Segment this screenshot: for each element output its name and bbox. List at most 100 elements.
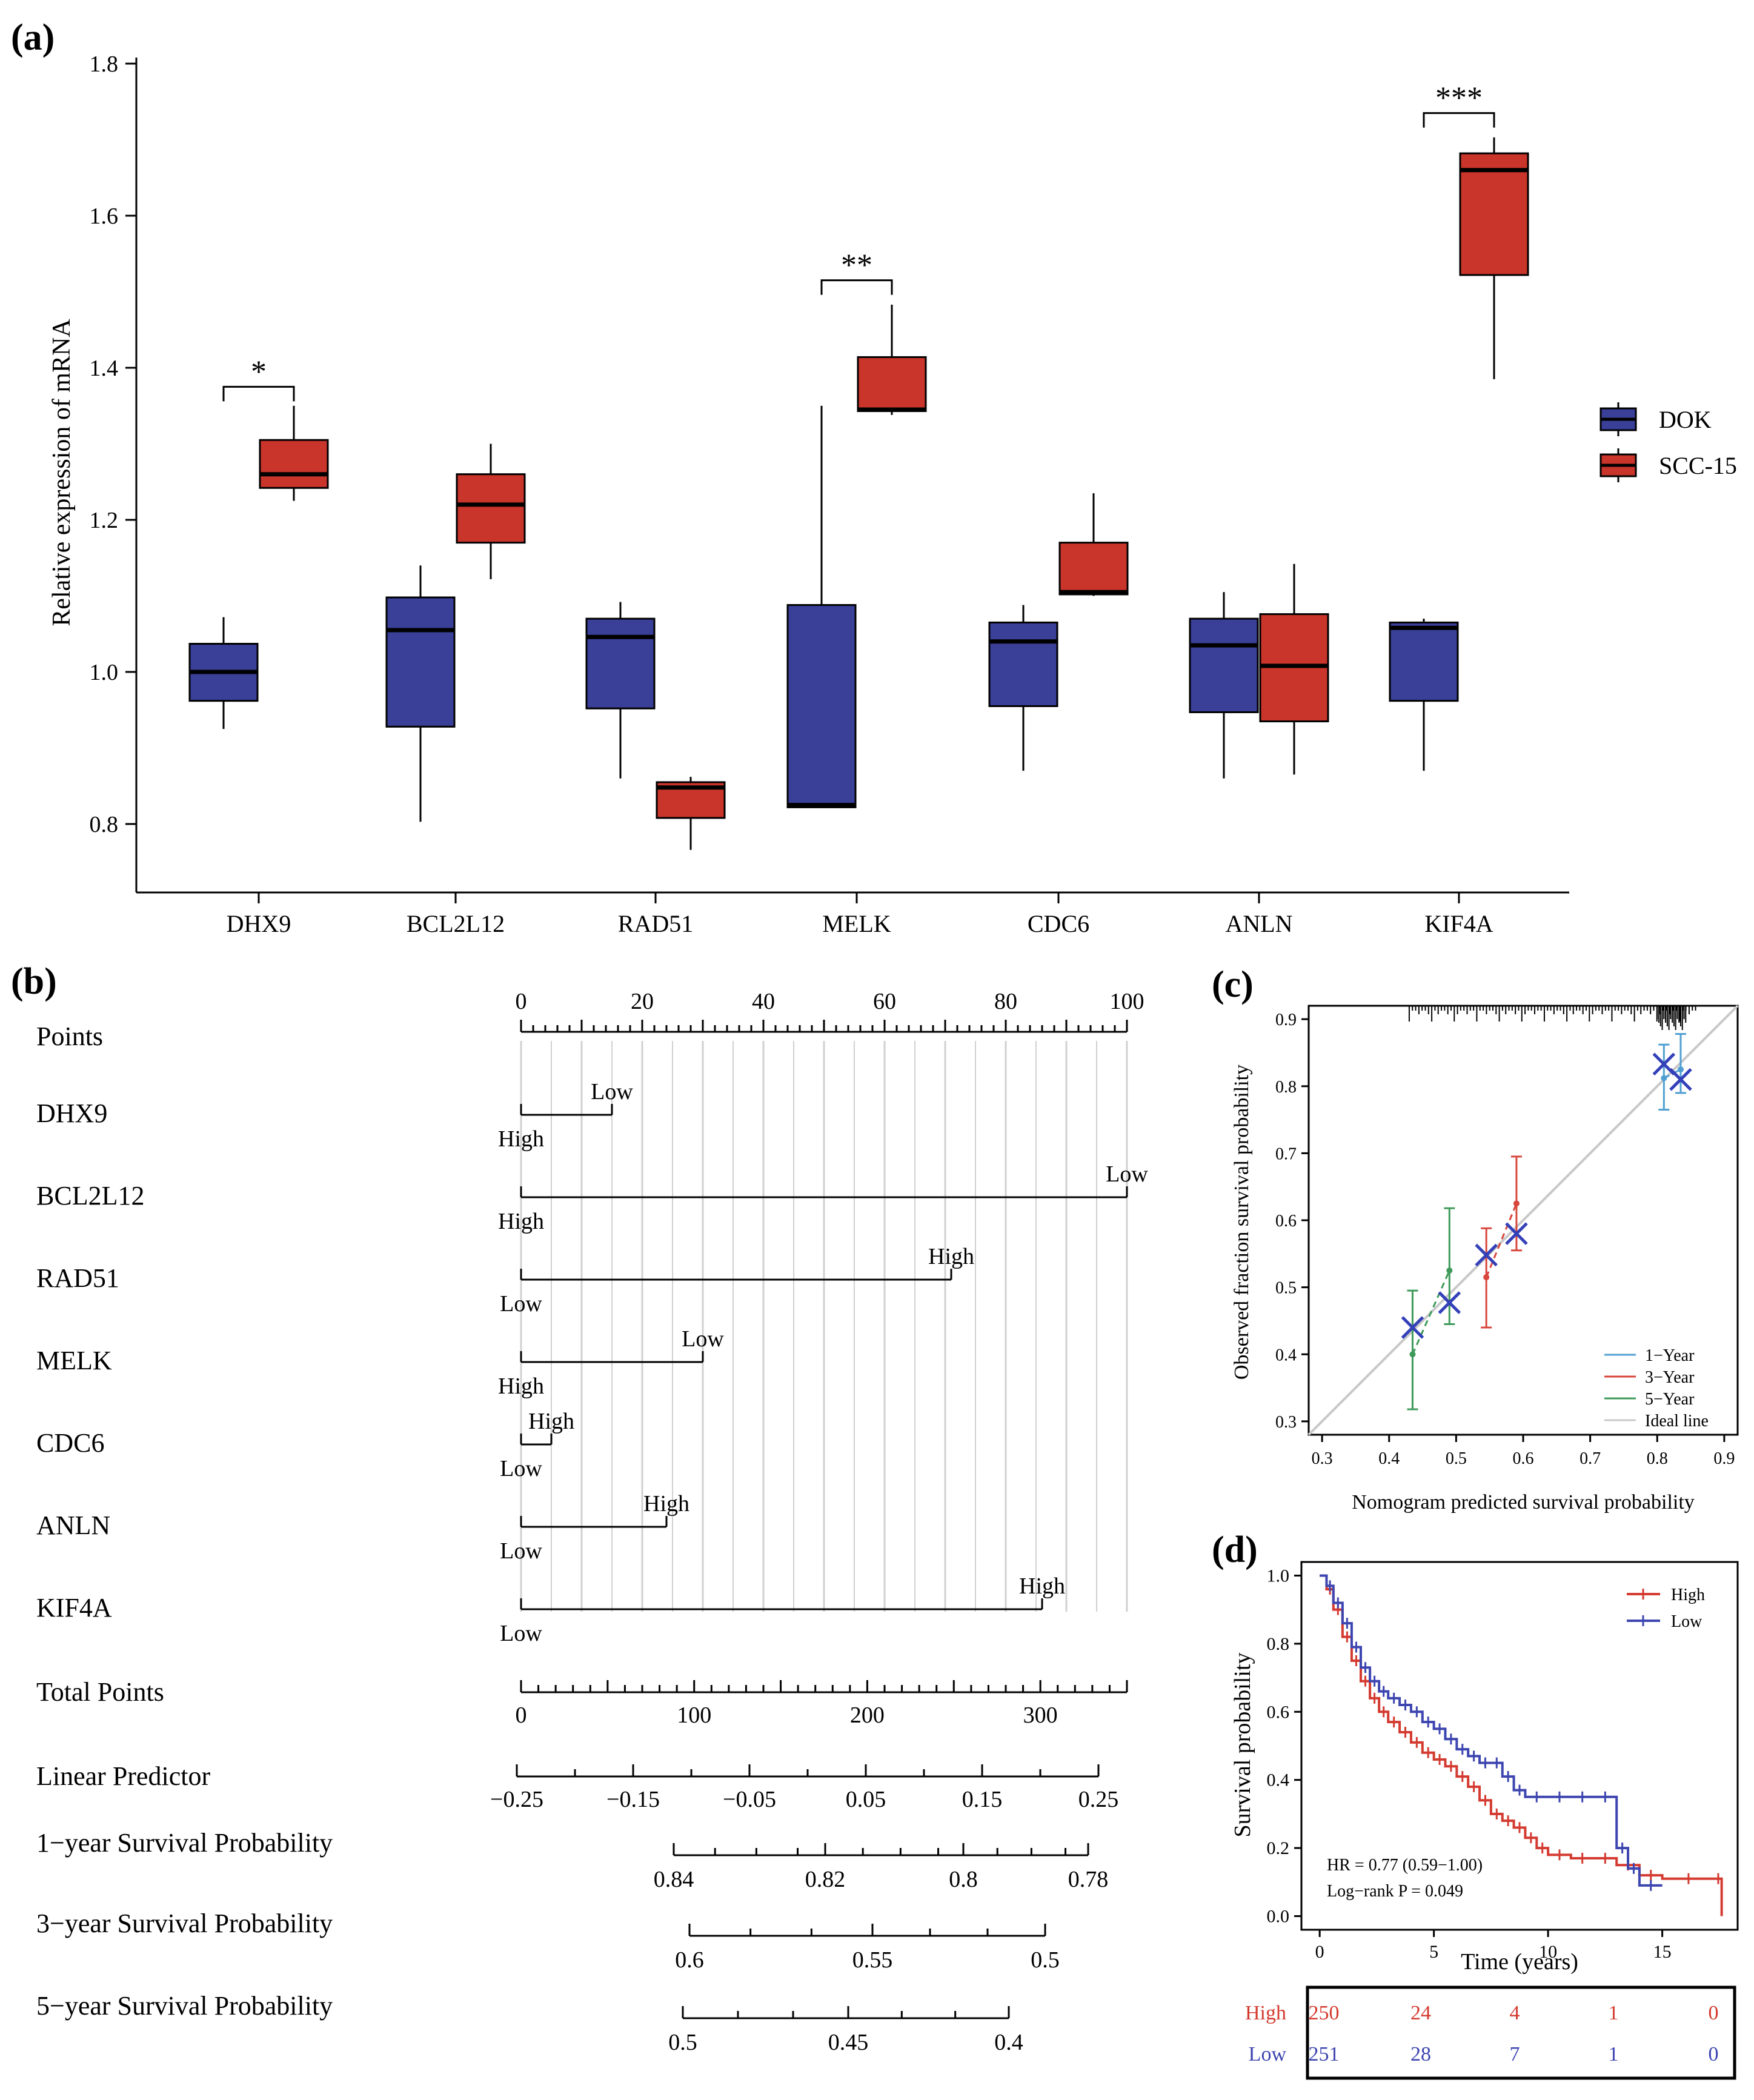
- panel-label-b: (b): [11, 961, 57, 1002]
- x-tick-label: 0.4: [1378, 1449, 1400, 1468]
- kaplan-marker-x: [1438, 1291, 1461, 1314]
- calibration-line-3: [1412, 1270, 1450, 1355]
- linear-predictor-tick-label: −0.25: [490, 1787, 543, 1812]
- box-dok-rad51: [585, 617, 656, 709]
- calibration-point: [1446, 1267, 1453, 1274]
- variable-level-bottom: High: [498, 1126, 544, 1152]
- variable-level-top: Low: [591, 1079, 633, 1105]
- risk-table-count: 0: [1709, 2002, 1719, 2024]
- total-points-tick-label: 100: [677, 1703, 711, 1728]
- row-label-kif4a: KIF4A: [36, 1593, 112, 1623]
- total-points-tick-label: 200: [850, 1703, 885, 1728]
- x-tick-label: 15: [1653, 1942, 1672, 1962]
- row-label-anln: ANLN: [36, 1510, 110, 1540]
- x-tick-label: BCL2L12: [407, 910, 505, 937]
- box-dok-bcl2l12: [385, 596, 456, 728]
- y-tick-label: 0.8: [1267, 1634, 1290, 1654]
- y-tick-label: 0.2: [1267, 1838, 1290, 1858]
- variable-level-top: High: [643, 1491, 689, 1517]
- variable-level-bottom: High: [498, 1209, 544, 1234]
- y-tick-label: 1.2: [90, 508, 119, 533]
- y-tick-label: 0.6: [1267, 1702, 1290, 1722]
- x-tick-label: MELK: [822, 910, 891, 937]
- panel-label-c: (c): [1212, 964, 1254, 1005]
- row-label-rad51: RAD51: [36, 1263, 119, 1293]
- plot-frame: [1300, 1561, 1739, 1931]
- box-scc-15-kif4a: [1459, 152, 1529, 276]
- variable-level-top: High: [928, 1244, 974, 1269]
- survival-curve-low: [1320, 1574, 1663, 1887]
- x-tick-label: CDC6: [1028, 910, 1089, 937]
- survival-scale-tick-label: 0.55: [852, 1947, 893, 1973]
- y-axis-label: Relative expression of mRNA: [48, 319, 76, 626]
- y-tick-label: 0.4: [1267, 1770, 1290, 1790]
- total-points-tick-label: 0: [516, 1703, 527, 1728]
- legend-label: Ideal line: [1645, 1412, 1709, 1430]
- calibration-point: [1513, 1200, 1520, 1207]
- risk-table-count: 0: [1709, 2043, 1719, 2065]
- kaplan-marker-x: [1401, 1316, 1424, 1339]
- points-tick-label: 60: [873, 989, 896, 1014]
- panel-label-a: (a): [11, 17, 55, 58]
- survival-scale-tick-label: 0.82: [805, 1867, 846, 1892]
- points-tick-label: 40: [752, 989, 775, 1014]
- survival-scale-tick-label: 0.6: [675, 1947, 704, 1973]
- significance-stars: **: [841, 248, 872, 283]
- linear-predictor-tick-label: 0.25: [1078, 1787, 1119, 1812]
- risk-table-count: 1: [1609, 2002, 1619, 2024]
- variable-level-top: High: [1019, 1573, 1065, 1599]
- calibration-line-2: [1485, 1203, 1518, 1278]
- panel-a-boxplot: (a) 0.8 1.0 1.2 1.4 1.6 1.8 Relative expression…: [11, 17, 1737, 937]
- panel-b-nomogram: (b) Points 0 20 40 60 80 100 DHX9 Low High BCL2L12 L…: [11, 961, 1148, 2055]
- panel-c-calibration: (c) 0.3 0.4 0.5 0.6 0.7 0.8 0.9 0.3 0.4 0.5 0.6 0.7 0…: [1212, 964, 1739, 1514]
- risk-table-row-label: High: [1245, 2002, 1286, 2024]
- survival-scale-tick-label: 0.5: [668, 2030, 697, 2055]
- risk-table-count: 1: [1609, 2043, 1619, 2065]
- x-tick-label: 0: [1315, 1942, 1324, 1962]
- y-tick-label: 1.4: [90, 356, 119, 381]
- risk-table-count: 7: [1510, 2043, 1520, 2065]
- legend-label: SCC-15: [1659, 452, 1737, 479]
- variable-level-bottom: Low: [500, 1538, 542, 1564]
- risk-table-count: 24: [1410, 2002, 1431, 2024]
- y-tick-label: 0.7: [1275, 1145, 1297, 1163]
- points-tick-label: 100: [1110, 989, 1144, 1014]
- y-tick-label: 1.0: [90, 660, 119, 685]
- box-scc-15-cdc6: [1058, 542, 1129, 596]
- y-tick-label: 0.8: [1275, 1078, 1297, 1097]
- legend-label: Low: [1671, 1612, 1703, 1631]
- x-tick-label: 0.7: [1580, 1449, 1601, 1468]
- significance-stars: *: [251, 354, 267, 389]
- risk-table-frame: [1306, 1985, 1736, 2080]
- survival-scale-tick-label: 0.78: [1068, 1867, 1109, 1892]
- risk-table-count: 28: [1410, 2043, 1431, 2065]
- legend-label: 5−Year: [1645, 1390, 1695, 1409]
- variable-level-top: High: [528, 1409, 574, 1434]
- annotation-text: HR = 0.77 (0.59−1.00): [1327, 1856, 1483, 1875]
- box-dok-kif4a: [1389, 621, 1459, 702]
- legend-label: High: [1671, 1586, 1705, 1604]
- row-label-melk: MELK: [36, 1346, 112, 1375]
- x-axis-label: Time (years): [1461, 1949, 1578, 1975]
- x-axis-label: Nomogram predicted survival probability: [1352, 1491, 1695, 1514]
- y-tick-label: 1.8: [90, 52, 119, 77]
- survival-scale-tick-label: 0.5: [1031, 1947, 1060, 1973]
- total-points-tick-label: 300: [1023, 1703, 1058, 1728]
- kaplan-marker-x: [1652, 1052, 1676, 1076]
- box-scc-15-dhx9: [259, 439, 329, 489]
- x-tick-label: 0.9: [1713, 1449, 1735, 1468]
- y-tick-label: 0.3: [1275, 1413, 1297, 1432]
- y-axis-label: Observed fraction survival probability: [1231, 1065, 1253, 1380]
- y-tick-label: 0.4: [1275, 1346, 1297, 1364]
- x-tick-label: DHX9: [227, 910, 291, 937]
- points-tick-label: 20: [631, 989, 654, 1014]
- x-tick-label: RAD51: [618, 910, 693, 937]
- row-label-cdc6: CDC6: [36, 1428, 104, 1458]
- calibration-line-1: [1663, 1068, 1681, 1079]
- x-tick-label: 5: [1429, 1942, 1438, 1962]
- box-dok-cdc6: [988, 621, 1058, 707]
- significance-stars: ***: [1435, 81, 1483, 116]
- x-tick-label: 10: [1539, 1942, 1557, 1962]
- annotation-text: Log−rank P = 0.049: [1327, 1882, 1463, 1901]
- variable-level-top: Low: [682, 1326, 724, 1352]
